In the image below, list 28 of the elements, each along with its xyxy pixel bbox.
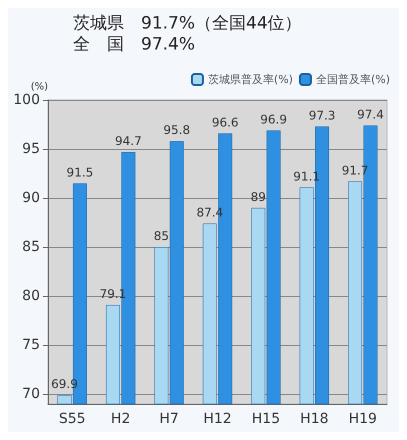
x-tick-label: S55	[58, 411, 86, 427]
y-tick-label: 90	[22, 190, 40, 206]
data-label: 96.6	[212, 115, 239, 130]
x-tick-label: H7	[159, 411, 179, 427]
y-tick-label: 70	[22, 386, 40, 402]
y-tick-label: 80	[22, 288, 40, 304]
y-tick-label: 85	[22, 239, 40, 256]
legend-label: 茨城県普及率(%)	[208, 73, 293, 86]
chart-subtitle: 全 国 97.4%	[73, 34, 196, 54]
y-tick-label: 95	[22, 141, 40, 158]
x-tick-label: H12	[203, 411, 232, 427]
y-tick-label: 100	[13, 92, 40, 108]
data-label: 89	[250, 190, 266, 204]
data-label: 95.8	[163, 123, 190, 138]
data-label: 91.5	[66, 165, 94, 180]
y-axis-title: (%)	[30, 82, 48, 92]
data-label: 96.9	[260, 112, 287, 126]
chart-title: 茨城県 91.7%（全国44位）	[73, 14, 302, 34]
x-tick-label: H2	[110, 411, 130, 427]
legend-label: 全国普及率(%)	[316, 73, 390, 86]
data-label: 85	[154, 229, 170, 244]
x-tick-label: H19	[348, 411, 377, 427]
data-label: 97.3	[308, 108, 336, 122]
data-label: 97.4	[357, 107, 384, 122]
data-label: 94.7	[114, 134, 142, 148]
x-tick-label: H18	[300, 411, 329, 427]
y-tick-label: 75	[22, 337, 40, 354]
x-tick-label: H15	[252, 411, 280, 427]
